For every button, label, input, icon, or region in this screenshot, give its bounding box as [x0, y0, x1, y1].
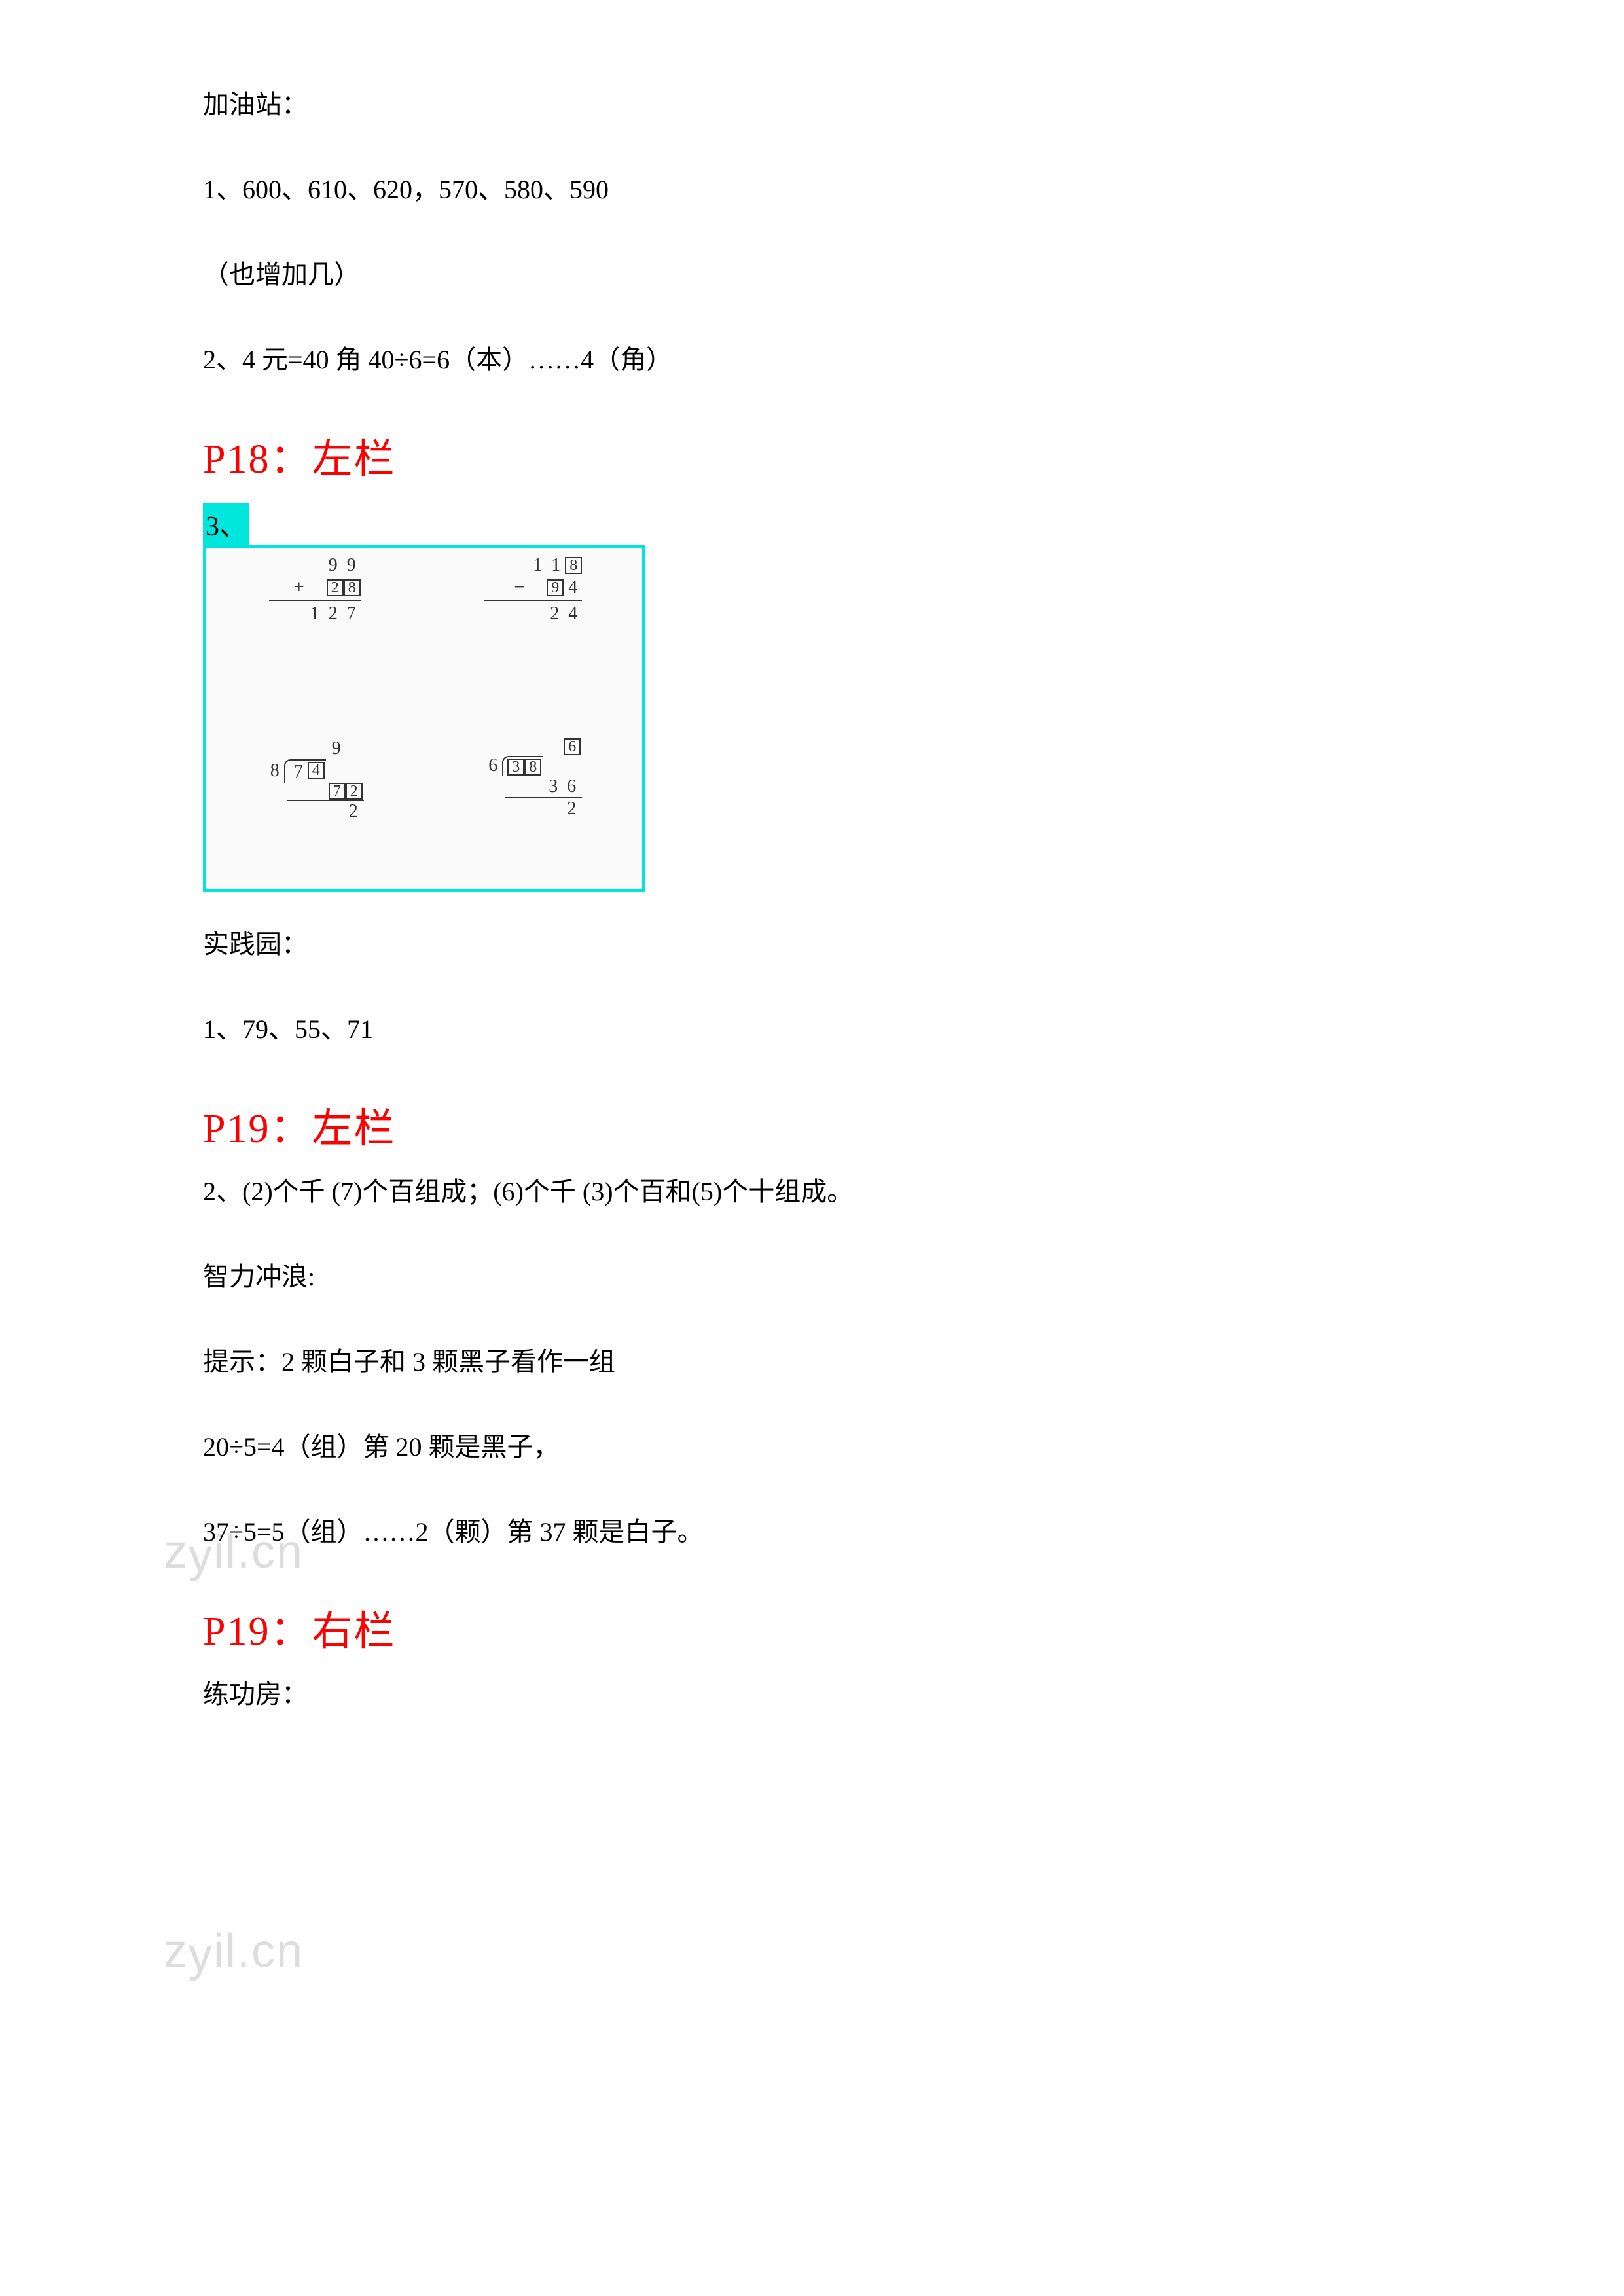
section-label-jiayou: 加油站：: [203, 85, 1421, 124]
answer-line: 2、(2)个千 (7)个百组成；(6)个千 (3)个百和(5)个十组成。: [203, 1172, 1421, 1211]
heading-p19-right: P19：右栏: [203, 1598, 1421, 1657]
addition-problem: 99 +28 127: [206, 548, 424, 719]
answer-line: 1、600、610、620，570、580、590: [203, 170, 1421, 209]
section-label-zhili: 智力冲浪:: [203, 1257, 1421, 1297]
subtraction-problem: 118 −94 24: [424, 548, 643, 719]
answer-line: 1、79、55、71: [203, 1010, 1421, 1049]
answer-line: 37÷5=5（组）……2（颗）第 37 颗是白子。: [203, 1513, 1421, 1552]
problem-3-label: 3、: [203, 503, 249, 545]
answer-line: 20÷5=4（组）第 20 颗是黑子，: [203, 1427, 1421, 1467]
heading-p18-left: P18：左栏: [203, 425, 1421, 484]
section-label-shijian: 实践园：: [203, 925, 1421, 964]
answer-line: 提示：2 颗白子和 3 颗黑子看作一组: [203, 1342, 1421, 1382]
division-problem-2: 6 6 38 36 2: [424, 719, 643, 889]
heading-p19-left: P19：左栏: [203, 1095, 1421, 1154]
watermark-text: zyil.cn: [164, 1924, 304, 1978]
section-label-liangong: 练功房：: [203, 1675, 1421, 1714]
answer-line: （也增加几）: [203, 255, 1421, 295]
answer-line: 2、4 元=40 角 40÷6=6（本）……4（角）: [203, 340, 1421, 380]
division-problem-1: 9 8 74 72 2: [206, 719, 424, 889]
math-problems-figure: 99 +28 127 118 −94 24 9: [203, 545, 645, 892]
document-page: 加油站： 1、600、610、620，570、580、590 （也增加几） 2、…: [0, 0, 1624, 1714]
